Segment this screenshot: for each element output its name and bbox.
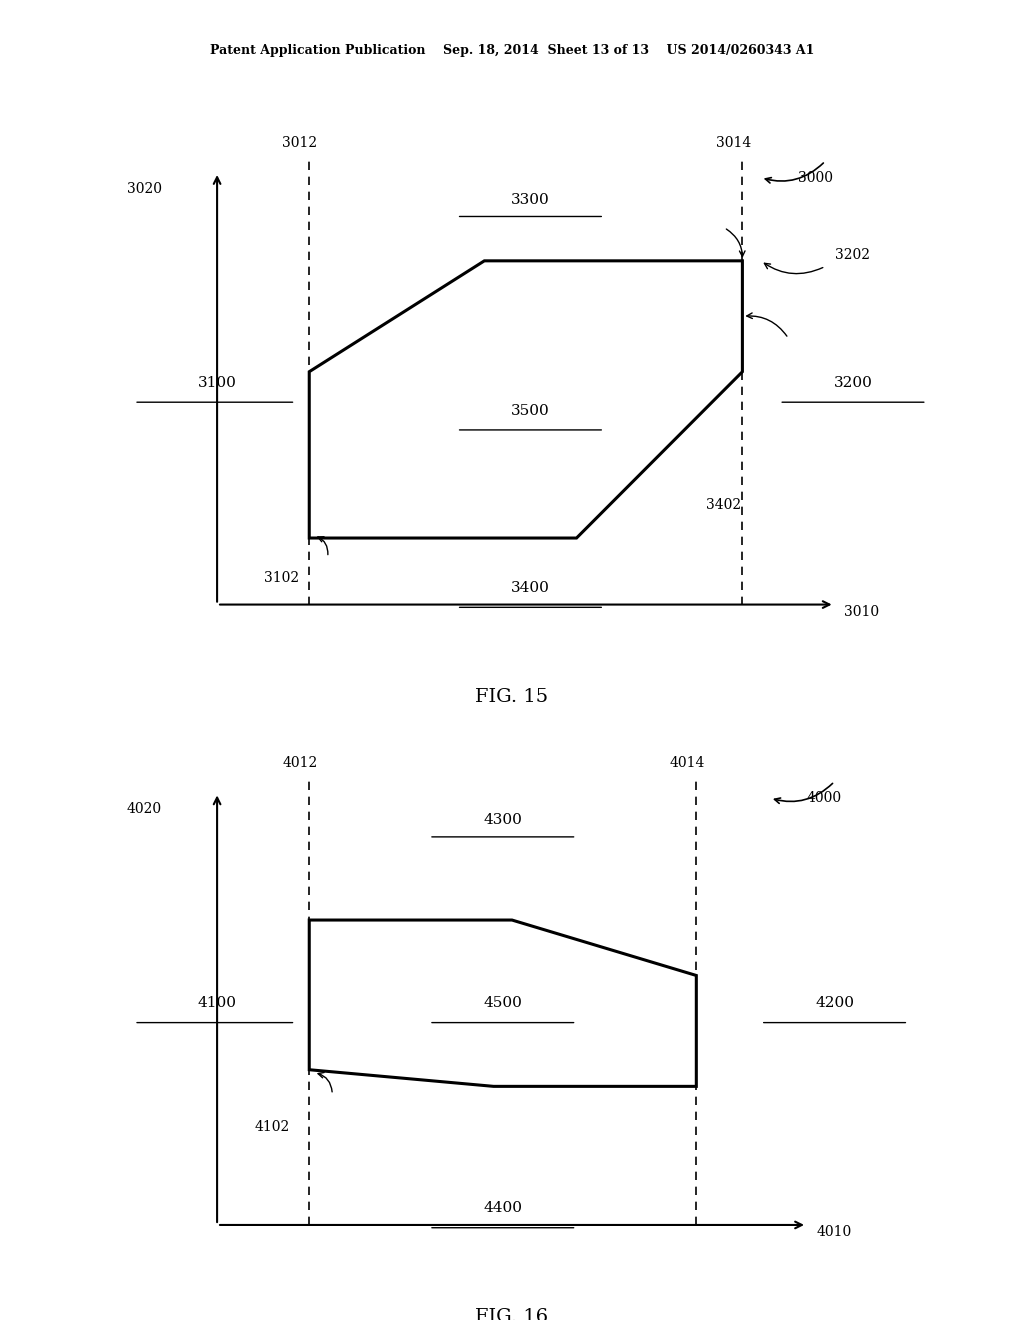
- Text: 3400: 3400: [511, 581, 550, 595]
- Text: FIG. 15: FIG. 15: [475, 688, 549, 706]
- Text: 4012: 4012: [283, 756, 317, 771]
- Text: 3200: 3200: [834, 376, 872, 389]
- Text: 3102: 3102: [264, 572, 299, 585]
- Text: 4100: 4100: [198, 997, 237, 1010]
- Text: 4014: 4014: [670, 756, 705, 771]
- Text: 3020: 3020: [127, 182, 162, 195]
- Text: 3202: 3202: [835, 248, 869, 263]
- Text: 4102: 4102: [255, 1119, 290, 1134]
- Text: 3010: 3010: [844, 605, 879, 619]
- Text: 3012: 3012: [283, 136, 317, 150]
- Text: Patent Application Publication    Sep. 18, 2014  Sheet 13 of 13    US 2014/02603: Patent Application Publication Sep. 18, …: [210, 44, 814, 57]
- Text: 3402: 3402: [706, 498, 740, 512]
- Text: 4500: 4500: [483, 997, 522, 1010]
- Text: 3014: 3014: [716, 136, 751, 150]
- Text: 4300: 4300: [483, 813, 522, 828]
- Text: 4020: 4020: [127, 803, 162, 816]
- Text: 4400: 4400: [483, 1201, 522, 1216]
- Text: 3300: 3300: [511, 193, 550, 207]
- Text: 3500: 3500: [511, 404, 550, 417]
- Text: FIG. 16: FIG. 16: [475, 1308, 549, 1320]
- Text: 3100: 3100: [198, 376, 237, 389]
- Text: 3000: 3000: [798, 170, 833, 185]
- Text: 4010: 4010: [816, 1225, 851, 1239]
- Text: 4200: 4200: [815, 997, 854, 1010]
- Text: 4000: 4000: [807, 791, 842, 805]
